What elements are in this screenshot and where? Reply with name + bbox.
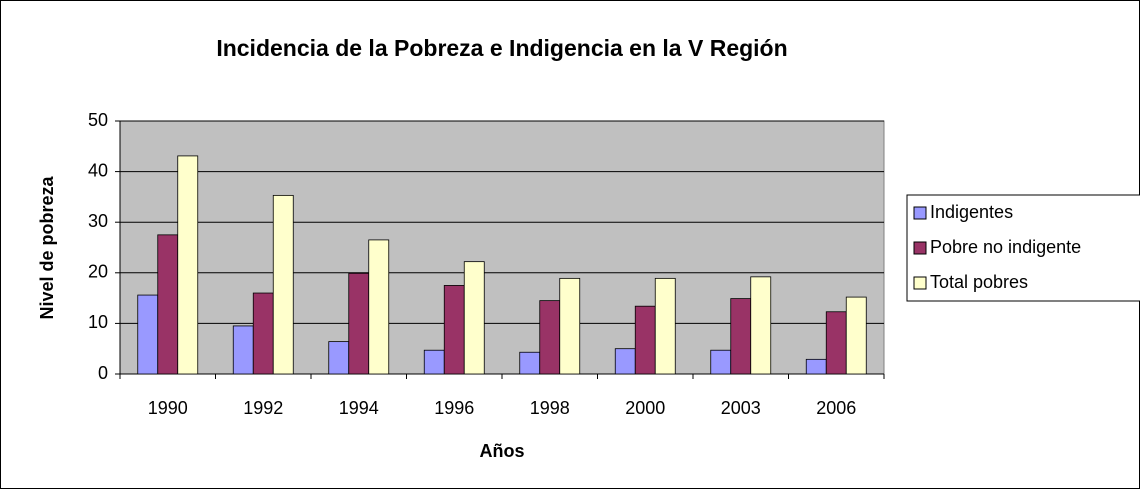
- bar: [805, 358, 827, 375]
- chart-title: Incidencia de la Pobreza e Indigencia en…: [216, 35, 787, 61]
- bar: [423, 349, 445, 375]
- bar: [252, 292, 274, 375]
- x-tick-label: 2003: [721, 398, 761, 418]
- legend-label: Total pobres: [930, 272, 1028, 292]
- bar: [463, 261, 485, 375]
- bar: [614, 348, 636, 375]
- x-axis-label: Años: [480, 441, 525, 461]
- bar: [232, 325, 254, 375]
- y-tick-label: 20: [88, 262, 108, 282]
- bar: [368, 239, 390, 375]
- legend-swatch: [913, 241, 927, 255]
- x-tick-label: 1994: [339, 398, 379, 418]
- bar: [443, 285, 465, 375]
- bar: [348, 272, 370, 375]
- bar: [559, 277, 581, 375]
- legend-box: [906, 194, 1140, 302]
- legend-swatch: [913, 276, 927, 290]
- x-tick-label: 1992: [243, 398, 283, 418]
- bar: [328, 341, 350, 375]
- bar: [825, 311, 847, 375]
- y-tick-label: 40: [88, 160, 108, 180]
- legend-label: Pobre no indigente: [930, 237, 1081, 257]
- legend-label: Indigentes: [930, 202, 1013, 222]
- bar: [137, 294, 159, 375]
- bar: [177, 155, 199, 375]
- bar: [730, 298, 752, 375]
- y-tick-label: 30: [88, 211, 108, 231]
- x-tick-label: 2000: [625, 398, 665, 418]
- bar: [272, 194, 294, 375]
- y-tick-label: 10: [88, 312, 108, 332]
- bar: [845, 296, 867, 375]
- x-tick-label: 1990: [148, 398, 188, 418]
- y-tick-label: 50: [88, 110, 108, 130]
- bar: [750, 276, 772, 375]
- x-tick-label: 2006: [816, 398, 856, 418]
- legend-swatch: [913, 206, 927, 220]
- x-tick-label: 1996: [434, 398, 474, 418]
- y-axis-label: Nivel de pobreza: [37, 175, 57, 319]
- bar: [539, 300, 561, 375]
- bar: [634, 305, 656, 375]
- y-tick-label: 0: [98, 363, 108, 383]
- bar: [157, 234, 179, 375]
- bar: [519, 351, 541, 375]
- x-tick-label: 1998: [530, 398, 570, 418]
- bar: [710, 349, 732, 375]
- bar: [654, 277, 676, 375]
